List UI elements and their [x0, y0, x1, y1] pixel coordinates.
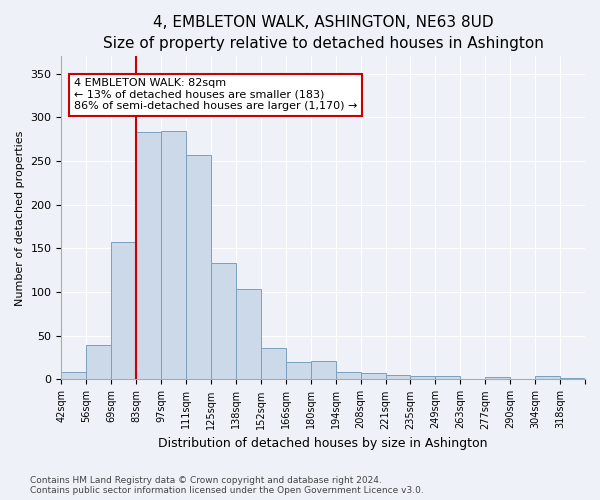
Text: Contains HM Land Registry data © Crown copyright and database right 2024.
Contai: Contains HM Land Registry data © Crown c…: [30, 476, 424, 495]
Bar: [161, 132, 186, 380]
Bar: [236, 290, 261, 380]
Bar: [535, 376, 560, 380]
Bar: [136, 132, 161, 380]
Bar: [560, 378, 585, 380]
Bar: [186, 155, 211, 380]
Y-axis label: Number of detached properties: Number of detached properties: [15, 130, 25, 306]
Bar: [86, 344, 111, 380]
Bar: [485, 377, 510, 380]
Bar: [361, 374, 386, 380]
Bar: [386, 375, 410, 380]
Title: 4, EMBLETON WALK, ASHINGTON, NE63 8UD
Size of property relative to detached hous: 4, EMBLETON WALK, ASHINGTON, NE63 8UD Si…: [103, 15, 544, 51]
Bar: [61, 372, 86, 380]
Bar: [286, 362, 311, 380]
Bar: [410, 376, 436, 380]
Bar: [436, 376, 460, 380]
Bar: [261, 348, 286, 380]
Bar: [311, 361, 335, 380]
Text: 4 EMBLETON WALK: 82sqm
← 13% of detached houses are smaller (183)
86% of semi-de: 4 EMBLETON WALK: 82sqm ← 13% of detached…: [74, 78, 357, 112]
X-axis label: Distribution of detached houses by size in Ashington: Distribution of detached houses by size …: [158, 437, 488, 450]
Bar: [111, 242, 136, 380]
Bar: [211, 264, 236, 380]
Bar: [335, 372, 361, 380]
